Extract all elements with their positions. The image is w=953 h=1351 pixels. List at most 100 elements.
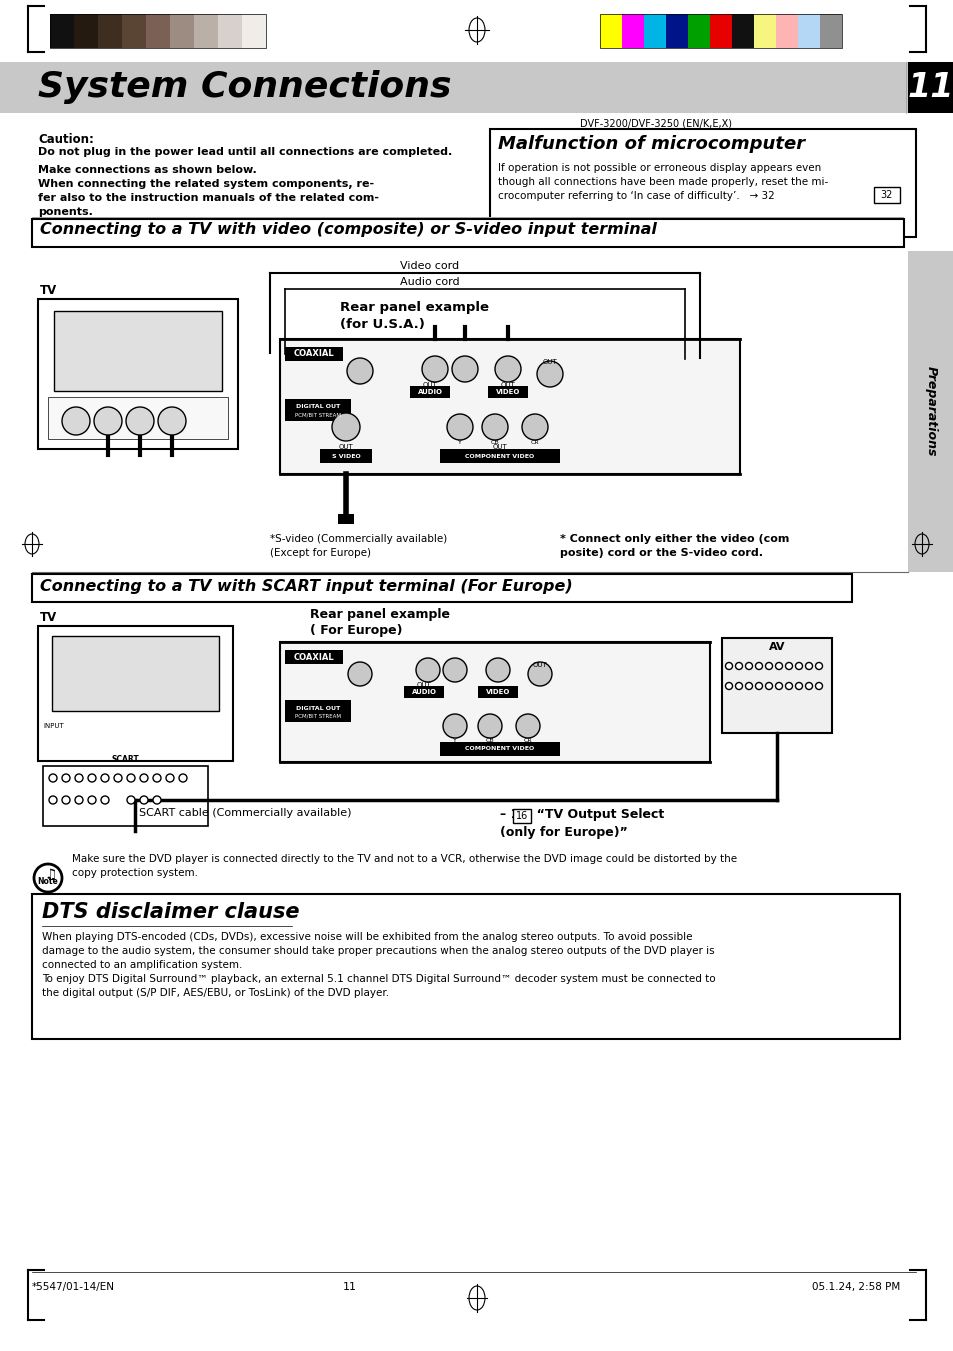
Bar xyxy=(0,0,953,62)
Bar xyxy=(873,186,899,203)
Circle shape xyxy=(775,682,781,689)
Circle shape xyxy=(152,774,161,782)
Bar xyxy=(319,449,372,463)
Circle shape xyxy=(49,796,57,804)
Text: Make connections as shown below.: Make connections as shown below. xyxy=(38,165,256,176)
Circle shape xyxy=(75,774,83,782)
Circle shape xyxy=(804,682,812,689)
Circle shape xyxy=(140,774,148,782)
Bar xyxy=(38,299,237,449)
Bar xyxy=(285,700,351,721)
Bar xyxy=(50,14,74,49)
Circle shape xyxy=(735,662,741,670)
Bar xyxy=(599,14,621,49)
Bar xyxy=(721,638,831,734)
Circle shape xyxy=(775,662,781,670)
Text: OUT: OUT xyxy=(416,682,431,688)
Circle shape xyxy=(152,796,161,804)
Text: DIGITAL OUT: DIGITAL OUT xyxy=(295,705,340,711)
Bar xyxy=(599,14,841,49)
Bar xyxy=(0,62,953,113)
Text: ( For Europe): ( For Europe) xyxy=(310,624,402,638)
Circle shape xyxy=(101,796,109,804)
Text: COAXIAL: COAXIAL xyxy=(294,350,334,358)
Circle shape xyxy=(804,662,812,670)
Bar xyxy=(731,14,753,49)
Text: Audio cord: Audio cord xyxy=(399,277,459,286)
Circle shape xyxy=(442,658,467,682)
Bar xyxy=(280,339,740,474)
Text: COMPONENT VIDEO: COMPONENT VIDEO xyxy=(465,454,534,458)
Text: INPUT: INPUT xyxy=(43,723,64,730)
Text: 11: 11 xyxy=(343,1282,356,1292)
Bar xyxy=(775,14,797,49)
Circle shape xyxy=(724,662,732,670)
Bar xyxy=(687,14,709,49)
Text: COAXIAL: COAXIAL xyxy=(294,653,334,662)
Text: Y: Y xyxy=(457,440,461,444)
Bar xyxy=(74,14,98,49)
Circle shape xyxy=(744,682,752,689)
Bar xyxy=(50,14,266,49)
Text: DVF-3200/DVF-3250 (EN/K,E,X): DVF-3200/DVF-3250 (EN/K,E,X) xyxy=(579,118,731,128)
Text: PCM/BIT STREAM: PCM/BIT STREAM xyxy=(294,412,340,417)
Circle shape xyxy=(348,662,372,686)
Text: posite) cord or the S-video cord.: posite) cord or the S-video cord. xyxy=(559,549,762,558)
Bar xyxy=(43,766,208,825)
Bar xyxy=(48,397,228,439)
Text: CB: CB xyxy=(490,440,498,444)
Circle shape xyxy=(75,796,83,804)
Text: PCM/BIT STREAM: PCM/BIT STREAM xyxy=(294,713,340,719)
Text: OUT: OUT xyxy=(338,444,353,450)
Text: *S-video (Commercially available): *S-video (Commercially available) xyxy=(270,534,447,544)
Text: Malfunction of microcomputer: Malfunction of microcomputer xyxy=(497,135,804,153)
Circle shape xyxy=(784,682,792,689)
Circle shape xyxy=(347,358,373,384)
Circle shape xyxy=(521,413,547,440)
Text: (Except for Europe): (Except for Europe) xyxy=(270,549,371,558)
Circle shape xyxy=(332,413,359,440)
Text: AV: AV xyxy=(768,642,784,653)
Bar xyxy=(285,650,343,663)
Text: Connecting to a TV with video (composite) or S-video input terminal: Connecting to a TV with video (composite… xyxy=(40,222,657,236)
Bar xyxy=(38,626,233,761)
Bar xyxy=(54,311,222,390)
Circle shape xyxy=(88,796,96,804)
Text: OUT: OUT xyxy=(492,444,507,450)
Circle shape xyxy=(126,407,153,435)
Circle shape xyxy=(724,682,732,689)
Text: ponents.: ponents. xyxy=(38,207,92,218)
Bar xyxy=(98,14,122,49)
Bar xyxy=(337,513,354,524)
Circle shape xyxy=(815,682,821,689)
Circle shape xyxy=(34,865,62,892)
Text: crocomputer referring to ‘In case of difficulty’.   → 32: crocomputer referring to ‘In case of dif… xyxy=(497,190,774,201)
Text: * Connect only either the video (com: * Connect only either the video (com xyxy=(559,534,788,544)
Text: COMPONENT VIDEO: COMPONENT VIDEO xyxy=(465,747,534,751)
Text: 11: 11 xyxy=(907,72,953,104)
Circle shape xyxy=(127,774,135,782)
Circle shape xyxy=(62,407,90,435)
Text: CR: CR xyxy=(530,440,538,444)
Text: Y: Y xyxy=(453,738,456,743)
Bar xyxy=(32,218,903,219)
Bar xyxy=(665,14,687,49)
Circle shape xyxy=(755,662,761,670)
Bar xyxy=(709,14,731,49)
Text: ♫: ♫ xyxy=(44,867,56,882)
Bar xyxy=(285,399,351,422)
Circle shape xyxy=(495,357,520,382)
Text: AUDIO: AUDIO xyxy=(411,689,436,694)
Bar xyxy=(52,636,219,711)
Circle shape xyxy=(477,713,501,738)
Circle shape xyxy=(744,662,752,670)
Bar xyxy=(146,14,170,49)
Bar xyxy=(907,251,953,571)
Circle shape xyxy=(442,713,467,738)
Circle shape xyxy=(764,662,772,670)
Circle shape xyxy=(527,662,552,686)
Circle shape xyxy=(815,662,821,670)
Circle shape xyxy=(735,682,741,689)
Bar xyxy=(218,14,242,49)
Bar xyxy=(439,449,559,463)
